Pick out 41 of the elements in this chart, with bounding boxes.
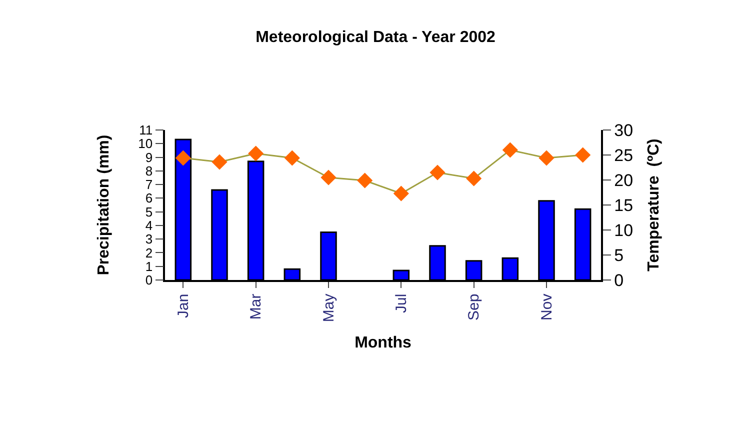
- point: [393, 186, 409, 202]
- point: [502, 142, 518, 158]
- point: [248, 146, 264, 162]
- y-tick-label: 4: [145, 218, 153, 233]
- chart-title: Meteorological Data - Year 2002: [256, 29, 496, 46]
- point: [357, 172, 373, 188]
- x-tick-label: Jan: [175, 294, 192, 318]
- y-tick-label: 10: [138, 136, 153, 152]
- y-tick-label: 9: [145, 150, 153, 165]
- y2-tick-label: 5: [614, 246, 624, 265]
- y-axis-title: Precipitation (mm): [96, 134, 113, 276]
- x-axis-title: Months: [354, 334, 412, 352]
- point: [430, 164, 446, 180]
- y-tick-label: 5: [145, 204, 153, 220]
- point: [575, 147, 591, 163]
- y-tick-label: 6: [145, 190, 153, 206]
- y2-tick-label: 15: [614, 196, 634, 215]
- x-tick-label: May: [320, 293, 338, 322]
- point: [538, 150, 554, 166]
- point: [175, 150, 191, 166]
- y2-tick-label: 20: [614, 170, 634, 190]
- y2-tick-label: 0: [614, 270, 624, 290]
- y2-tick-label: 25: [614, 146, 634, 165]
- y2-tick-label: 30: [614, 120, 634, 140]
- point: [212, 154, 228, 170]
- x-tick-label: Nov: [538, 293, 556, 320]
- y-tick-label: 0: [145, 272, 153, 288]
- y-tick-label: 2: [145, 245, 153, 260]
- y-tick-label: 11: [139, 122, 153, 138]
- y-tick-label: 7: [145, 177, 153, 192]
- y2-tick-label: 10: [614, 220, 634, 240]
- point: [284, 150, 300, 166]
- y2-axis-title: Temperature (ºC): [645, 138, 662, 272]
- point: [466, 170, 482, 186]
- point: [320, 170, 336, 186]
- x-tick-label: Mar: [248, 294, 265, 320]
- x-tick-label: Jul: [393, 294, 410, 313]
- y-tick-label: 3: [145, 232, 153, 247]
- y-tick-label: 8: [145, 163, 153, 178]
- x-tick-label: Sep: [466, 294, 483, 320]
- y-tick-label: 1: [145, 258, 153, 274]
